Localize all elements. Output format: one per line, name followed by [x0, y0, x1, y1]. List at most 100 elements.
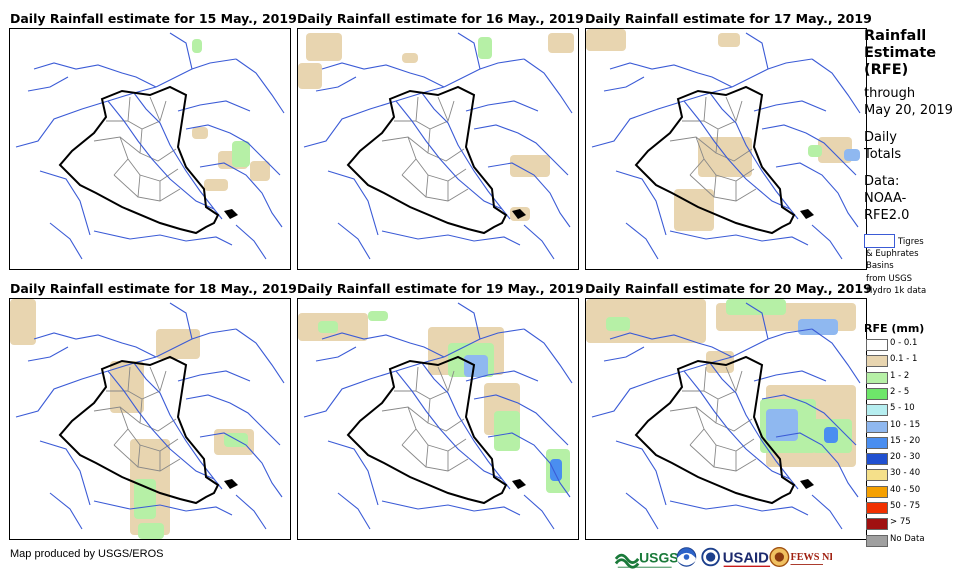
partner-logos: USGS USAID FEWS NET [614, 547, 832, 569]
legend-swatch [866, 453, 888, 466]
basin-line [303, 86, 445, 148]
admin-line [113, 444, 139, 468]
basin-line4: from USGS [866, 274, 913, 284]
country-border [346, 85, 508, 235]
basin-line [625, 222, 659, 260]
rainfall-patch [718, 33, 740, 47]
admin-line [119, 406, 141, 424]
admin-boundaries [381, 96, 469, 202]
basin-line [523, 494, 555, 530]
legend-swatch [866, 371, 888, 384]
rainfall-patch [318, 321, 338, 333]
admin-line [703, 158, 755, 182]
basin-line [753, 370, 827, 382]
basin-line [235, 58, 285, 114]
rainfall-patch [138, 523, 164, 539]
basin-line [625, 492, 659, 530]
basin-line [709, 92, 799, 220]
admin-line [695, 406, 717, 424]
rainfall-patch [368, 311, 388, 321]
legend-title-line1: Rainfall [864, 28, 927, 44]
basin-line [395, 100, 503, 210]
rainfall-patch [134, 479, 156, 519]
rainfall-patch [550, 459, 562, 481]
rainfall-patch [232, 141, 250, 167]
basin-line [155, 58, 237, 88]
admin-line [401, 174, 427, 198]
basin-line [327, 170, 379, 236]
basin-line [487, 432, 571, 498]
basin-line [811, 224, 843, 260]
basin-line [457, 32, 481, 70]
basin-line [39, 170, 91, 236]
admin-line [139, 398, 177, 432]
legend-swatch [866, 485, 888, 498]
basin-line [33, 332, 157, 358]
basin-swatch [864, 234, 895, 248]
basin-line [169, 32, 193, 70]
basin-line [753, 100, 827, 112]
admin-line [407, 136, 429, 154]
basin-line [315, 346, 357, 362]
river-basins [15, 32, 285, 260]
admin-line [93, 136, 129, 176]
basin-line [609, 62, 733, 88]
legend-data-source2: RFE2.0 [864, 208, 910, 223]
admin-line [715, 128, 753, 162]
map-panel-20 [585, 298, 867, 540]
basin-line [93, 500, 233, 516]
basin-line [235, 328, 285, 384]
rainfall-patch [204, 179, 228, 191]
basin-line [609, 332, 733, 358]
admin-line [139, 128, 177, 162]
rainfall-patch [586, 299, 706, 343]
legend-label: 0 - 0.1 [890, 338, 918, 348]
rainfall-patch [478, 37, 492, 59]
rainfall-layer [298, 311, 570, 493]
basin-line [775, 432, 859, 498]
map-credit: Map produced by USGS/EROS [10, 548, 164, 560]
legend-label: 0.1 - 1 [890, 354, 918, 365]
basin-line [177, 100, 251, 112]
basin-line [487, 162, 571, 228]
legend-through: through [864, 86, 916, 101]
basin-line [15, 86, 157, 148]
admin-line [427, 128, 465, 162]
kuwait-outline [224, 209, 238, 219]
map-panel-18 [9, 298, 291, 540]
legend-swatch [866, 355, 888, 368]
basin-line [235, 224, 267, 260]
basin-line [185, 394, 281, 446]
admin-line [689, 444, 715, 468]
kuwait-outline [224, 479, 238, 489]
legend-daily: Daily [864, 130, 897, 145]
basin-line [615, 170, 667, 236]
rainfall-patch [494, 411, 520, 451]
basin-line [669, 230, 809, 246]
basin-line [49, 492, 83, 530]
basin-line [381, 230, 521, 246]
legend-label: 1 - 2 [890, 370, 910, 381]
basin-line [133, 362, 223, 490]
basin-line [39, 440, 91, 506]
noaa-logo [676, 547, 697, 567]
basin-line [465, 100, 539, 112]
admin-line [437, 366, 449, 392]
panel-title-18: Daily Rainfall estimate for 18 May., 201… [10, 281, 297, 296]
admin-line [137, 444, 181, 472]
rainfall-patch [402, 53, 418, 63]
legend-swatch [866, 502, 888, 514]
admin-line [407, 406, 429, 424]
admin-line [415, 158, 467, 182]
rainfall-patch [798, 319, 838, 335]
basin-line [523, 58, 573, 114]
basin-line [199, 432, 283, 498]
admin-line [381, 406, 417, 446]
basin-line [337, 492, 371, 530]
basin-line [395, 370, 503, 480]
usgs-logo: USGS [614, 550, 679, 569]
admin-boundaries [93, 96, 181, 202]
legend-date: May 20, 2019 [864, 103, 953, 118]
river-basins [303, 32, 573, 260]
basin-line [107, 100, 215, 210]
